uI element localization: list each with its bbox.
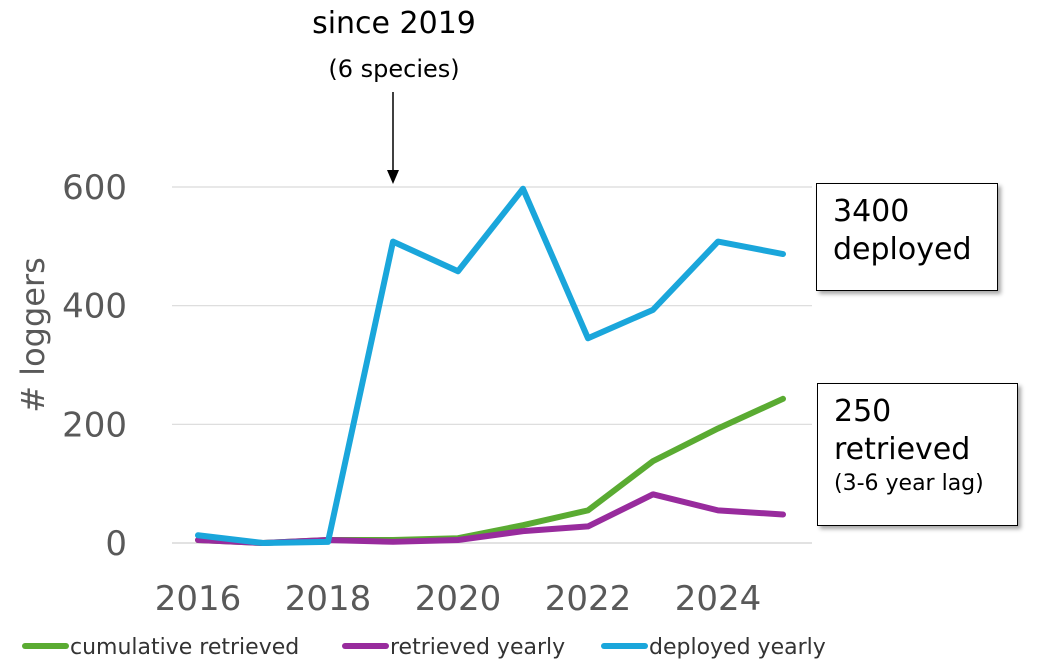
deployed-total-value: 3400 xyxy=(833,194,910,229)
x-tick-2020: 2020 xyxy=(415,579,502,619)
gridlines xyxy=(172,186,812,544)
legend-label: deployed yearly xyxy=(649,635,826,660)
y-tick-labels: 0 200 400 600 xyxy=(62,168,127,564)
legend-label: retrieved yearly xyxy=(390,635,565,660)
legend-item-cumulative-retrieved: cumulative retrieved xyxy=(22,635,299,660)
legend: cumulative retrieved retrieved yearly depl… xyxy=(22,635,826,660)
y-tick-200: 200 xyxy=(62,405,127,445)
x-tick-2018: 2018 xyxy=(285,579,372,619)
series-line-retrieved-yearly xyxy=(195,491,786,546)
legend-item-deployed-yearly: deployed yearly xyxy=(601,635,826,660)
arrow-annotation-line1: since 2019 xyxy=(312,6,476,41)
y-tick-600: 600 xyxy=(62,168,127,208)
deployed-total-box: 3400 deployed xyxy=(816,183,998,291)
y-tick-400: 400 xyxy=(62,287,127,327)
arrow-icon xyxy=(387,92,399,184)
retrieved-lag-note: (3-6 year lag) xyxy=(834,471,984,496)
legend-label: cumulative retrieved xyxy=(70,635,299,660)
retrieved-total-label: retrieved xyxy=(834,432,971,467)
x-tick-labels: 2016 2018 2020 2022 2024 xyxy=(155,579,762,619)
retrieved-total-value: 250 xyxy=(834,394,892,429)
x-tick-2022: 2022 xyxy=(545,579,632,619)
deployed-total-label: deployed xyxy=(833,232,972,267)
series-lines xyxy=(195,185,786,546)
y-tick-0: 0 xyxy=(105,524,127,564)
legend-item-retrieved-yearly: retrieved yearly xyxy=(342,635,565,660)
retrieved-total-box: 250 retrieved (3-6 year lag) xyxy=(817,383,1018,526)
series-line-deployed-yearly xyxy=(195,185,786,546)
arrow-annotation-line2: (6 species) xyxy=(328,55,459,83)
x-tick-2016: 2016 xyxy=(155,579,242,619)
x-tick-2024: 2024 xyxy=(675,579,762,619)
series-line-cumulative-retrieved xyxy=(195,395,786,546)
y-axis-label: # loggers xyxy=(14,257,52,413)
